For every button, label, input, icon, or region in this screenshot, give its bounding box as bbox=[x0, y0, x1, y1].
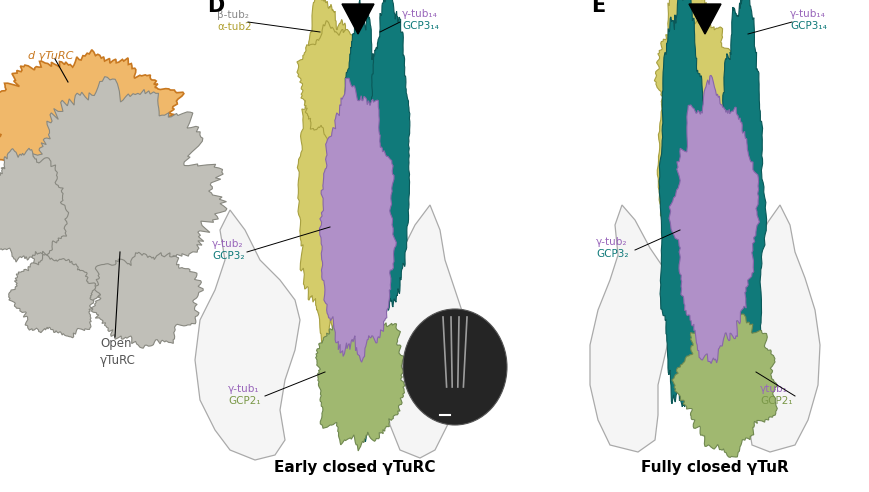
Polygon shape bbox=[589, 205, 674, 452]
Text: γ-tub₂: γ-tub₂ bbox=[212, 239, 243, 249]
Polygon shape bbox=[0, 50, 189, 197]
Text: γtub₁: γtub₁ bbox=[760, 384, 787, 394]
Text: Fully closed γTuR: Fully closed γTuR bbox=[640, 460, 788, 475]
Polygon shape bbox=[0, 148, 69, 262]
Text: GCP3₂: GCP3₂ bbox=[212, 251, 244, 261]
Text: γ-tub₁₄: γ-tub₁₄ bbox=[789, 9, 825, 19]
Polygon shape bbox=[688, 4, 720, 34]
Text: γ-tub₂: γ-tub₂ bbox=[595, 237, 627, 247]
Polygon shape bbox=[671, 309, 776, 458]
Text: Early closed γTuRC: Early closed γTuRC bbox=[274, 460, 435, 475]
Text: GCP2₁: GCP2₁ bbox=[760, 396, 792, 406]
Text: GCP3₁₄: GCP3₁₄ bbox=[401, 21, 438, 31]
Text: Open: Open bbox=[100, 337, 131, 350]
Polygon shape bbox=[369, 205, 469, 458]
Polygon shape bbox=[338, 0, 387, 442]
Text: α-tub2: α-tub2 bbox=[216, 22, 251, 32]
Text: d γTuRC: d γTuRC bbox=[28, 51, 73, 61]
Ellipse shape bbox=[402, 309, 507, 425]
Polygon shape bbox=[668, 75, 759, 364]
Text: GCP3₁₄: GCP3₁₄ bbox=[789, 21, 826, 31]
Polygon shape bbox=[91, 252, 203, 348]
Polygon shape bbox=[319, 78, 396, 362]
Polygon shape bbox=[369, 0, 409, 317]
Polygon shape bbox=[195, 210, 300, 460]
Polygon shape bbox=[656, 0, 720, 336]
Polygon shape bbox=[653, 19, 734, 138]
Text: GCP3₂: GCP3₂ bbox=[595, 249, 627, 259]
Text: γTuRC: γTuRC bbox=[100, 354, 136, 367]
Polygon shape bbox=[731, 205, 819, 452]
Polygon shape bbox=[9, 254, 96, 338]
Polygon shape bbox=[659, 0, 704, 407]
Polygon shape bbox=[342, 4, 374, 34]
Polygon shape bbox=[297, 0, 358, 358]
Polygon shape bbox=[720, 0, 766, 407]
Text: GCP2₁: GCP2₁ bbox=[228, 396, 261, 406]
Polygon shape bbox=[315, 304, 404, 451]
Polygon shape bbox=[0, 77, 227, 313]
Text: D: D bbox=[207, 0, 224, 16]
Text: E: E bbox=[590, 0, 605, 16]
Text: γ-tub₁: γ-tub₁ bbox=[228, 384, 259, 394]
Polygon shape bbox=[296, 21, 364, 144]
Text: γ-tub₁₄: γ-tub₁₄ bbox=[401, 9, 437, 19]
Text: β-tub₂: β-tub₂ bbox=[216, 10, 249, 20]
